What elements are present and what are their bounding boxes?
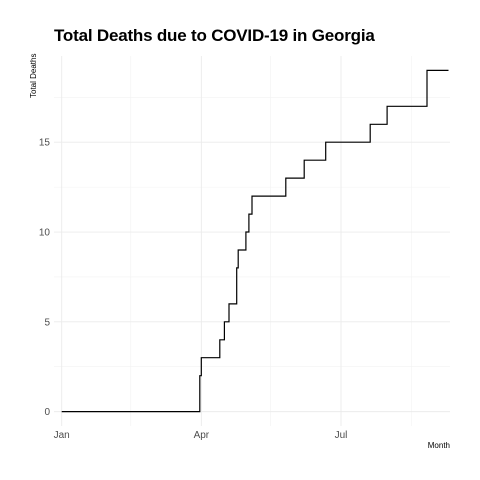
y-tick-label: 10 (39, 228, 51, 239)
y-axis-ticks: 0 5 10 15 (39, 138, 51, 418)
y-tick-label: 5 (44, 317, 50, 328)
chart-title: Total Deaths due to COVID-19 in Georgia (54, 26, 375, 45)
y-tick-label: 15 (39, 138, 51, 149)
series-line (61, 69, 449, 413)
x-tick-label: Apr (194, 430, 210, 441)
x-axis-ticks: Jan Apr Jul (54, 430, 348, 441)
x-axis-title: Month (428, 441, 450, 450)
x-tick-label: Jan (54, 430, 70, 441)
x-tick-label: Jul (335, 430, 348, 441)
y-axis-title: Total Deaths (29, 54, 38, 98)
minor-gridlines (54, 56, 450, 426)
plot-background (54, 56, 450, 426)
y-tick-label: 0 (44, 407, 50, 418)
major-gridlines (54, 56, 450, 426)
